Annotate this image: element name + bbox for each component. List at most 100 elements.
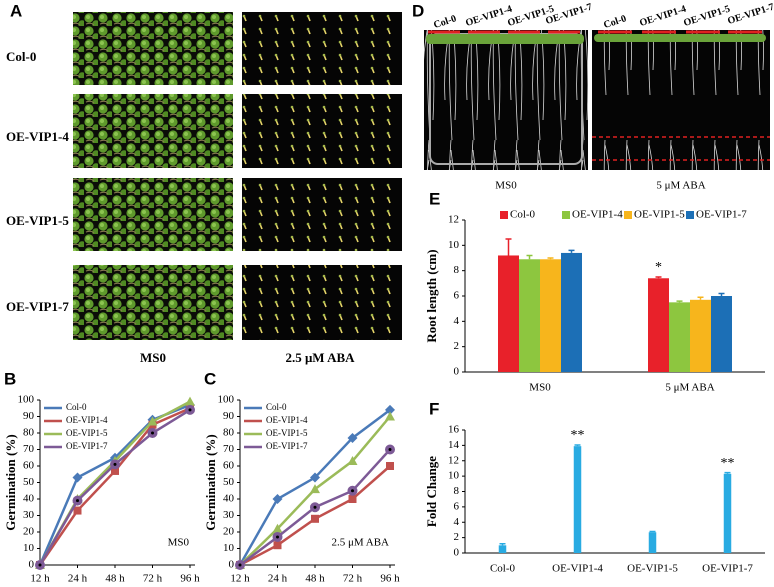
x-tick-label: 24 h: [68, 573, 88, 585]
x-tick-label: Col-0: [490, 563, 516, 575]
error-bar: [718, 292, 725, 296]
x-tick-label: 48 h: [105, 573, 125, 585]
y-tick-label: 90: [223, 410, 235, 422]
legend-label: Col-0: [510, 209, 536, 221]
photo: [424, 30, 588, 170]
marker: [273, 541, 282, 550]
x-tick-label: 96 h: [180, 573, 200, 585]
marker: [347, 456, 358, 466]
shoots: [426, 34, 766, 44]
x-tick-label: 48 h: [305, 573, 325, 585]
y-tick-label: 2: [454, 531, 460, 543]
row-label: Col-0: [6, 49, 36, 64]
lane-label: Col-0: [432, 13, 458, 31]
plate-label: MS0: [495, 180, 517, 192]
bar: [540, 259, 561, 372]
y-tick-label: 90: [23, 410, 35, 422]
y-tick-label: 80: [23, 427, 35, 439]
y-tick-label: 80: [223, 427, 235, 439]
legend-swatch: [500, 211, 508, 219]
error-bar: [649, 530, 656, 533]
legend-swatch: [686, 211, 694, 219]
column-label: MS0: [140, 350, 166, 365]
lane-label: OE-VIP1-5: [682, 4, 731, 29]
y-tick-label: 40: [23, 493, 35, 505]
marker-center: [238, 563, 242, 567]
y-tick-label: 10: [448, 470, 460, 482]
y-tick-label: 70: [223, 443, 235, 455]
y-tick-label: 100: [18, 394, 35, 406]
y-tick-label: 10: [223, 542, 235, 554]
y-tick-label: 8: [454, 264, 460, 276]
lane-label: OE-VIP1-7: [726, 2, 774, 27]
marker: [310, 484, 320, 494]
x-tick-label: 5 μM ABA: [665, 382, 714, 394]
bar: [498, 545, 507, 553]
y-tick-label: 2: [454, 340, 460, 352]
marker: [147, 416, 158, 426]
marker: [385, 404, 395, 415]
y-tick-label: 10: [448, 239, 460, 251]
significance: **: [721, 456, 735, 471]
y-tick-label: 8: [454, 485, 460, 497]
row-label: OE-VIP1-5: [6, 213, 69, 228]
marker-center: [313, 505, 317, 509]
y-tick-label: 20: [23, 526, 35, 538]
marker: [386, 462, 394, 470]
lane-label: OE-VIP1-4: [464, 4, 513, 29]
error-bar: [526, 254, 533, 260]
lane-label: Col-0: [602, 13, 628, 31]
legend-swatch: [624, 211, 632, 219]
panel-a-images: [73, 12, 402, 340]
photo: [73, 178, 233, 251]
y-tick-label: 100: [218, 394, 235, 406]
y-tick-label: 0: [29, 559, 35, 571]
bar: [519, 259, 540, 372]
marker: [73, 506, 82, 515]
photo: [242, 94, 402, 168]
panel-letter: D: [412, 1, 424, 20]
legend-label: OE-VIP1-4: [66, 415, 108, 425]
marker-center: [151, 431, 154, 435]
marker-center: [351, 489, 354, 493]
y-tick-label: 30: [23, 509, 35, 521]
error-bar: [724, 471, 731, 474]
photo: [242, 12, 402, 85]
panel-letter: F: [429, 399, 439, 418]
y-tick-label: 4: [454, 315, 460, 327]
y-tick-label: 14: [448, 439, 460, 451]
y-axis-label: Root length (cm): [424, 249, 439, 342]
error-bar: [568, 249, 575, 253]
y-tick-label: 60: [23, 460, 35, 472]
marker: [311, 514, 319, 523]
significance: *: [655, 260, 662, 275]
marker: [72, 472, 83, 483]
marker: [347, 432, 358, 443]
panel-letter: A: [10, 1, 22, 20]
y-axis-label: Fold Change: [424, 456, 439, 527]
error-bar: [499, 543, 506, 546]
photo: [242, 178, 402, 251]
marker-center: [38, 563, 42, 567]
error-bar: [574, 444, 581, 447]
annotation: 2.5 μM ABA: [331, 537, 389, 549]
bar: [648, 532, 657, 553]
y-tick-label: 40: [223, 493, 235, 505]
y-tick-label: 0: [454, 366, 460, 378]
bar: [723, 473, 732, 553]
bar: [561, 252, 582, 372]
y-tick-label: 16: [448, 424, 460, 436]
error-bar: [697, 296, 704, 300]
legend-label: Col-0: [266, 402, 287, 412]
y-tick-label: 6: [454, 290, 460, 302]
panel-letter: E: [429, 189, 440, 208]
x-tick-label: 12 h: [230, 573, 250, 585]
error-bar: [505, 238, 512, 256]
marker: [310, 472, 320, 483]
y-axis-label: Germination (%): [3, 434, 18, 530]
plate-label: 5 μM ABA: [656, 180, 705, 192]
row-label: OE-VIP1-4: [6, 129, 69, 144]
x-tick-label: OE-VIP1-5: [627, 563, 678, 575]
marker-center: [76, 499, 79, 503]
